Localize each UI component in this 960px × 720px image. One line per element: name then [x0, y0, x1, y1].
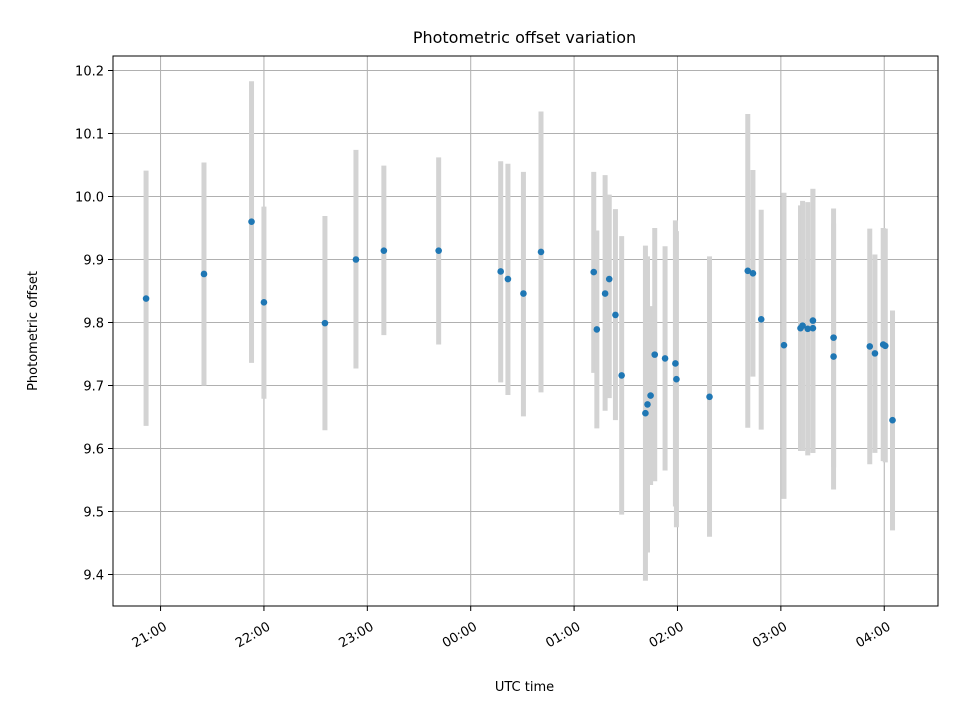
- data-point: [605, 275, 613, 283]
- data-point: [799, 322, 806, 329]
- y-tick-label: 9.7: [83, 379, 104, 394]
- data-point: [642, 409, 649, 417]
- data-point: [352, 256, 360, 263]
- data-point: [435, 247, 442, 254]
- data-point: [601, 290, 609, 297]
- data-point: [618, 372, 625, 379]
- data-point: [871, 350, 879, 357]
- y-tick-label: 10.2: [75, 64, 104, 79]
- data-point: [706, 393, 713, 401]
- data-point: [593, 326, 601, 333]
- data-point: [757, 316, 765, 323]
- data-point: [830, 334, 837, 341]
- data-point: [889, 416, 896, 424]
- data-point: [809, 324, 817, 332]
- x-axis-label: UTC time: [495, 680, 554, 695]
- y-tick-label: 9.8: [83, 316, 104, 331]
- y-tick-label: 9.4: [83, 568, 104, 583]
- y-tick-label: 10.0: [75, 190, 104, 205]
- data-point: [673, 375, 680, 383]
- data-point: [590, 268, 598, 276]
- data-point: [866, 343, 874, 350]
- data-point: [661, 355, 669, 362]
- y-axis-label: Photometric offset: [26, 271, 41, 391]
- data-point: [537, 248, 545, 256]
- y-tick-label: 10.1: [75, 127, 104, 142]
- data-point: [809, 317, 817, 324]
- data-point: [497, 268, 504, 275]
- data-point: [647, 392, 654, 399]
- data-point: [881, 342, 889, 350]
- data-point: [749, 270, 757, 277]
- y-axis: 9.4 9.5 9.6 9.7 9.8 9.9 10.0 10.1 10.2: [75, 64, 113, 583]
- data-point: [260, 299, 268, 306]
- data-point: [830, 353, 837, 360]
- data-point: [780, 341, 788, 349]
- data-point: [200, 270, 208, 278]
- data-points: [142, 218, 896, 424]
- data-point: [248, 218, 255, 225]
- data-point: [321, 319, 329, 327]
- data-point: [612, 311, 619, 319]
- data-point: [504, 275, 512, 283]
- data-point: [380, 247, 388, 254]
- y-tick-label: 9.6: [83, 442, 104, 457]
- plot-frame: [112, 55, 939, 607]
- data-point: [672, 360, 679, 367]
- y-tick-label: 9.5: [83, 505, 104, 520]
- data-point: [142, 295, 150, 302]
- chart-title: Photometric offset variation: [413, 28, 636, 47]
- y-tick-label: 9.9: [83, 253, 104, 268]
- data-point: [804, 325, 812, 333]
- data-point: [644, 401, 651, 408]
- data-point: [520, 290, 527, 297]
- data-point: [651, 351, 659, 358]
- data-point: [744, 267, 752, 275]
